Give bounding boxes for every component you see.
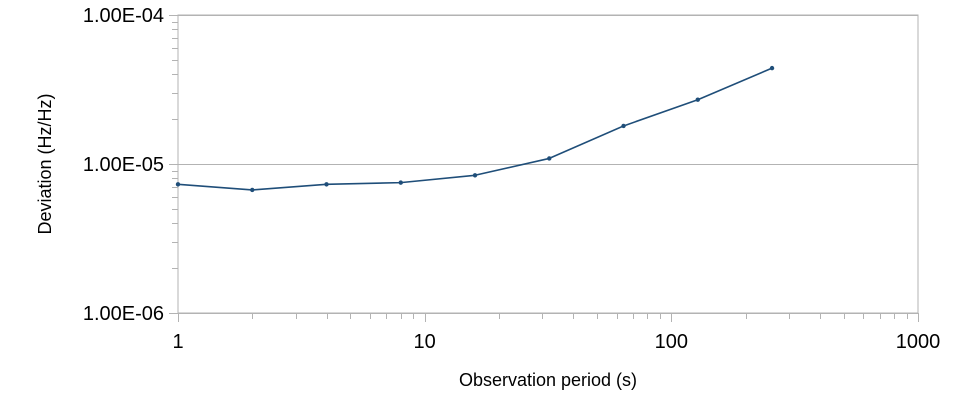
- data-point: [769, 65, 775, 71]
- x-tick-label: 1000: [896, 331, 941, 353]
- data-point: [695, 97, 700, 102]
- y-axis-title: Deviation (Hz/Hz): [35, 93, 55, 234]
- tick-labels: 1 10 100 1000 1.00E-06 1.00E-05 1.00E-04: [83, 5, 940, 353]
- y-tick-label: 1.00E-05: [83, 154, 164, 176]
- grid: [178, 15, 918, 314]
- data-point: [398, 180, 403, 185]
- series-line: [177, 67, 773, 191]
- minor-ticks: [169, 15, 919, 322]
- x-tick-label: 1: [172, 331, 183, 353]
- plot-area: [177, 14, 919, 314]
- series-layer: [175, 65, 775, 193]
- data-point: [621, 123, 626, 129]
- data-point: [250, 187, 255, 193]
- x-tick-label: 10: [414, 331, 436, 353]
- x-tick-label: 100: [655, 331, 688, 353]
- data-point: [472, 173, 478, 178]
- data-point: [547, 156, 552, 161]
- x-axis-title: Observation period (s): [459, 370, 637, 390]
- data-point: [324, 182, 329, 187]
- y-tick-label: 1.00E-06: [83, 303, 164, 325]
- data-point: [175, 182, 181, 187]
- y-tick-label: 1.00E-04: [83, 5, 164, 27]
